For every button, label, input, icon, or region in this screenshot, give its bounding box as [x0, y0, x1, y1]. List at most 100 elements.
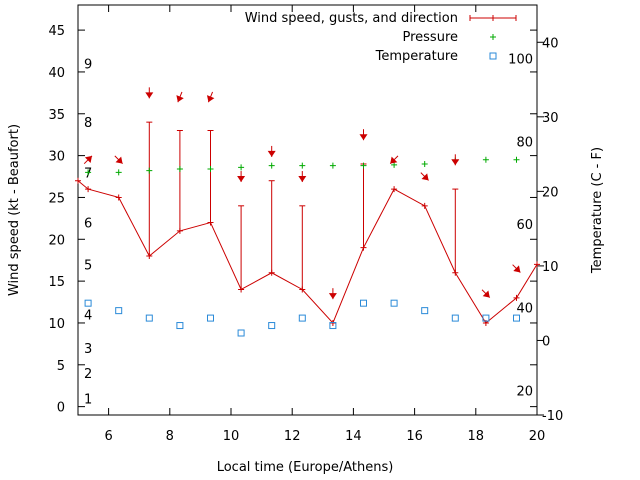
beaufort-label: 4 — [84, 309, 92, 324]
arrow-head — [390, 156, 398, 164]
wind-direction-arrow — [114, 155, 123, 165]
wind-direction-arrow — [389, 155, 399, 165]
beaufort-label: 2 — [84, 367, 92, 382]
y-left-tick-label: 25 — [48, 191, 65, 206]
x-tick-label: 8 — [166, 429, 174, 444]
wind-direction-arrow — [481, 289, 491, 298]
arrow-head — [115, 156, 123, 164]
fahrenheit-label: 20 — [516, 384, 533, 399]
temperature-point — [329, 322, 337, 330]
fahrenheit-label: 100 — [508, 53, 533, 68]
wind-speed-point — [176, 227, 183, 234]
wind-direction-arrow — [512, 264, 521, 273]
fahrenheit-label: 80 — [516, 135, 533, 150]
pressure-point — [238, 164, 245, 171]
arrow-head — [328, 293, 337, 300]
legend-label-pressure: Pressure — [402, 30, 458, 45]
arrow-head — [513, 265, 521, 273]
pressure-point — [329, 162, 336, 169]
wind-direction-arrow — [176, 91, 184, 103]
wind-speed-point — [85, 186, 92, 193]
wind-speed-point — [513, 294, 520, 301]
x-tick-label: 16 — [406, 429, 423, 444]
wind-speed-point — [391, 186, 398, 193]
pressure-point — [513, 156, 520, 163]
pressure-point — [207, 166, 214, 172]
wind-speed-point — [238, 286, 245, 293]
wind-direction-arrow — [237, 171, 246, 183]
y-left-tick-label: 5 — [57, 359, 65, 374]
temperature-point — [206, 314, 214, 322]
y-right-tick-label: 0 — [542, 334, 550, 349]
temperature-point — [421, 307, 429, 315]
temperature-point — [237, 329, 245, 337]
pressure-point — [85, 169, 92, 176]
wind-direction-arrow — [83, 155, 93, 165]
y-left-tick-label: 0 — [57, 401, 65, 416]
pressure-point — [146, 167, 153, 174]
wind-direction-arrow — [359, 129, 368, 141]
legend-label-wind: Wind speed, gusts, and direction — [245, 11, 458, 26]
arrow-head — [176, 95, 184, 103]
x-tick-label: 14 — [345, 429, 362, 444]
legend-label-temperature: Temperature — [375, 49, 458, 64]
temperature-point — [512, 314, 520, 322]
temperature-point — [268, 322, 276, 330]
x-tick-label: 12 — [284, 429, 301, 444]
wind-speed-point — [207, 219, 214, 226]
pressure-point — [482, 156, 489, 163]
temperature-point — [359, 299, 367, 307]
arrow-head — [237, 176, 246, 183]
arrow-head — [267, 150, 276, 157]
y-left-tick-label: 10 — [48, 317, 65, 332]
legend-swatch-temperature — [489, 52, 497, 60]
temperature-point — [482, 314, 490, 322]
beaufort-label: 9 — [84, 58, 92, 73]
wind-direction-arrow — [298, 171, 307, 183]
arrow-head — [482, 290, 490, 298]
beaufort-label: 1 — [84, 392, 92, 407]
wind-direction-arrow — [206, 91, 215, 103]
wind-speed-point — [534, 261, 540, 268]
pressure-point — [360, 162, 367, 169]
x-tick-label: 10 — [223, 429, 240, 444]
x-tick-label: 18 — [468, 429, 485, 444]
wind-direction-arrow — [328, 288, 337, 300]
arrow-head — [359, 134, 368, 141]
wind-speed-point — [115, 194, 122, 201]
pressure-point — [299, 162, 306, 169]
temperature-point — [451, 314, 459, 322]
y-right-tick-label: 40 — [542, 36, 559, 51]
pressure-point — [176, 166, 183, 172]
wind-speed-line — [77, 180, 538, 324]
wind-direction-arrow — [420, 172, 429, 181]
arrow-head — [421, 173, 429, 181]
y-axis-label-left: Wind speed (kt - Beaufort) — [7, 124, 22, 296]
wind-direction-arrow — [451, 154, 460, 166]
y-right-tick-label: 20 — [542, 185, 559, 200]
wind-speed-point — [299, 286, 306, 293]
x-tick-label: 20 — [529, 429, 546, 444]
arrow-head — [298, 176, 307, 183]
fahrenheit-label: 60 — [516, 218, 533, 233]
beaufort-label: 6 — [84, 217, 92, 232]
beaufort-label: 5 — [84, 258, 92, 273]
wind-direction-arrow — [267, 145, 276, 157]
y-left-tick-label: 30 — [48, 150, 65, 165]
wind-speed-point — [452, 269, 459, 276]
legend-swatch-pressure — [490, 34, 496, 40]
pressure-point — [421, 160, 428, 167]
beaufort-label: 3 — [84, 342, 92, 357]
y-left-tick-label: 35 — [48, 108, 65, 123]
y-right-tick-label: -10 — [542, 409, 563, 424]
wind-speed-point — [268, 269, 275, 276]
beaufort-label: 8 — [84, 116, 92, 131]
y-left-tick-label: 40 — [48, 66, 65, 81]
temperature-point — [145, 314, 153, 322]
pressure-point — [115, 169, 122, 176]
x-tick-label: 6 — [104, 429, 112, 444]
arrow-head — [206, 95, 215, 103]
temperature-point — [84, 299, 92, 307]
temperature-point — [390, 299, 398, 307]
temperature-point — [298, 314, 306, 322]
